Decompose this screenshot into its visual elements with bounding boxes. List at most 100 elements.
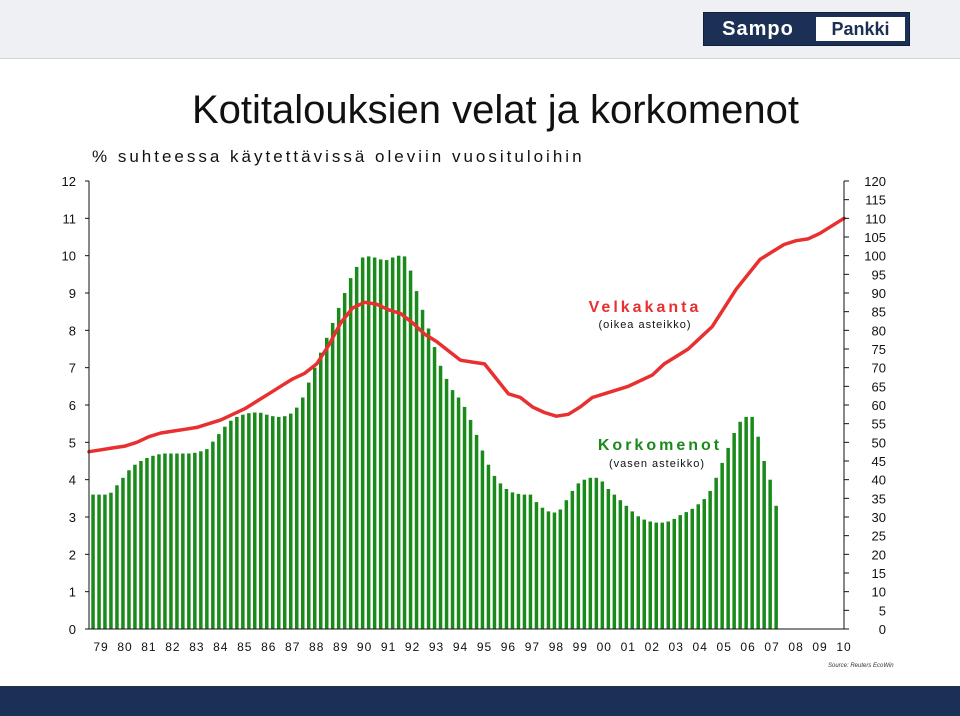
right-tick-label: 115 [865, 193, 886, 208]
line-layer [87, 216, 846, 454]
bar-korkomenot [546, 511, 551, 629]
bar-korkomenot [762, 461, 766, 629]
right-tick-label: 35 [872, 491, 886, 506]
bar-korkomenot [420, 309, 425, 629]
bar-korkomenot [247, 413, 251, 629]
bar-korkomenot [450, 390, 455, 629]
bar-korkomenot [342, 293, 347, 629]
bar-korkomenot [510, 492, 515, 629]
bar-korkomenot [672, 518, 676, 629]
logo-text-pankki: Pankki [816, 17, 905, 41]
x-tick-label: 09 [812, 640, 827, 654]
bars-layer [91, 255, 778, 629]
bar-korkomenot [456, 397, 461, 629]
right-tick-label: 45 [872, 454, 886, 469]
right-tick-label: 120 [864, 174, 886, 189]
left-tick-label: 0 [69, 622, 76, 637]
bar-korkomenot [193, 452, 197, 629]
x-tick-label: 03 [669, 640, 684, 654]
right-tick-label: 90 [872, 286, 886, 301]
bar-korkomenot [528, 494, 533, 629]
right-tick-label: 10 [872, 585, 886, 600]
bar-korkomenot [600, 481, 605, 629]
left-tick-label: 4 [69, 473, 76, 488]
bar-korkomenot [756, 436, 760, 629]
logo-text-sampo: Sampo [722, 18, 794, 40]
bar-korkomenot [205, 449, 209, 629]
right-tick-label: 0 [879, 622, 886, 637]
bar-korkomenot [378, 259, 383, 629]
x-tick-label: 10 [836, 640, 851, 654]
bar-korkomenot [588, 477, 593, 629]
bar-korkomenot [474, 434, 479, 629]
bar-korkomenot [414, 291, 419, 629]
x-tick-label: 97 [525, 640, 540, 654]
x-tick-label: 01 [621, 640, 636, 654]
bar-korkomenot [211, 441, 215, 629]
bar-korkomenot [97, 494, 101, 629]
right-tick-label: 40 [872, 473, 886, 488]
bar-korkomenot [336, 307, 341, 629]
bar-korkomenot [319, 352, 323, 629]
x-tick-label: 96 [501, 640, 516, 654]
x-tick-label: 86 [261, 640, 276, 654]
bar-korkomenot [259, 412, 263, 629]
bar-korkomenot [660, 522, 664, 629]
right-tick-label: 30 [872, 510, 886, 525]
right-tick-label: 105 [864, 230, 886, 245]
source-note: Source: Reuters EcoWin [828, 663, 894, 669]
bar-korkomenot [486, 464, 491, 629]
bar-korkomenot [241, 414, 245, 629]
bar-korkomenot [630, 511, 634, 629]
x-tick-label: 92 [405, 640, 420, 654]
bar-korkomenot [522, 494, 527, 629]
right-tick-label: 85 [872, 305, 886, 320]
bar-korkomenot [313, 367, 317, 629]
x-tick-label: 83 [189, 640, 204, 654]
bar-korkomenot [223, 426, 227, 629]
legend-note-korkomenot: (vasen asteikko) [609, 458, 705, 470]
bar-korkomenot [582, 479, 587, 629]
bar-korkomenot [516, 493, 521, 629]
ticks-layer: 0123456789101112051015202530354045505560… [62, 174, 886, 654]
left-tick-label: 5 [69, 435, 76, 450]
chart-subtitle: % suhteessa käytettävissä oleviin vuosit… [92, 147, 585, 166]
bar-korkomenot [157, 454, 161, 629]
right-tick-label: 80 [872, 323, 886, 338]
bar-korkomenot [576, 483, 581, 629]
bar-korkomenot [744, 416, 748, 629]
x-tick-label: 05 [717, 640, 732, 654]
bar-korkomenot [366, 256, 371, 629]
bar-korkomenot [163, 453, 167, 629]
bar-korkomenot [330, 322, 335, 629]
bar-korkomenot [283, 416, 287, 629]
x-tick-label: 08 [788, 640, 803, 654]
bar-korkomenot [732, 433, 736, 629]
bar-korkomenot [462, 406, 467, 629]
legend-label-korkomenot: Korkomenot [598, 437, 722, 454]
bar-korkomenot [492, 475, 497, 629]
bar-korkomenot [307, 382, 311, 629]
bar-korkomenot [301, 397, 305, 629]
bar-korkomenot [678, 515, 682, 629]
bar-korkomenot [564, 500, 569, 629]
right-tick-label: 75 [872, 342, 886, 357]
bar-korkomenot [402, 256, 407, 629]
x-tick-label: 87 [285, 640, 300, 654]
bar-korkomenot [151, 455, 155, 629]
left-tick-label: 1 [69, 585, 76, 600]
left-tick-label: 11 [63, 211, 77, 226]
x-tick-label: 06 [740, 640, 755, 654]
bar-korkomenot [468, 419, 473, 629]
right-tick-label: 70 [872, 361, 886, 376]
bar-korkomenot [636, 516, 640, 629]
bar-korkomenot [432, 347, 437, 629]
bar-korkomenot [175, 453, 179, 629]
x-tick-label: 82 [165, 640, 180, 654]
bar-korkomenot [720, 462, 724, 629]
bar-korkomenot [253, 412, 257, 629]
bar-korkomenot [127, 470, 131, 629]
right-tick-label: 110 [865, 211, 886, 226]
x-tick-label: 02 [645, 640, 660, 654]
x-tick-label: 91 [381, 640, 396, 654]
